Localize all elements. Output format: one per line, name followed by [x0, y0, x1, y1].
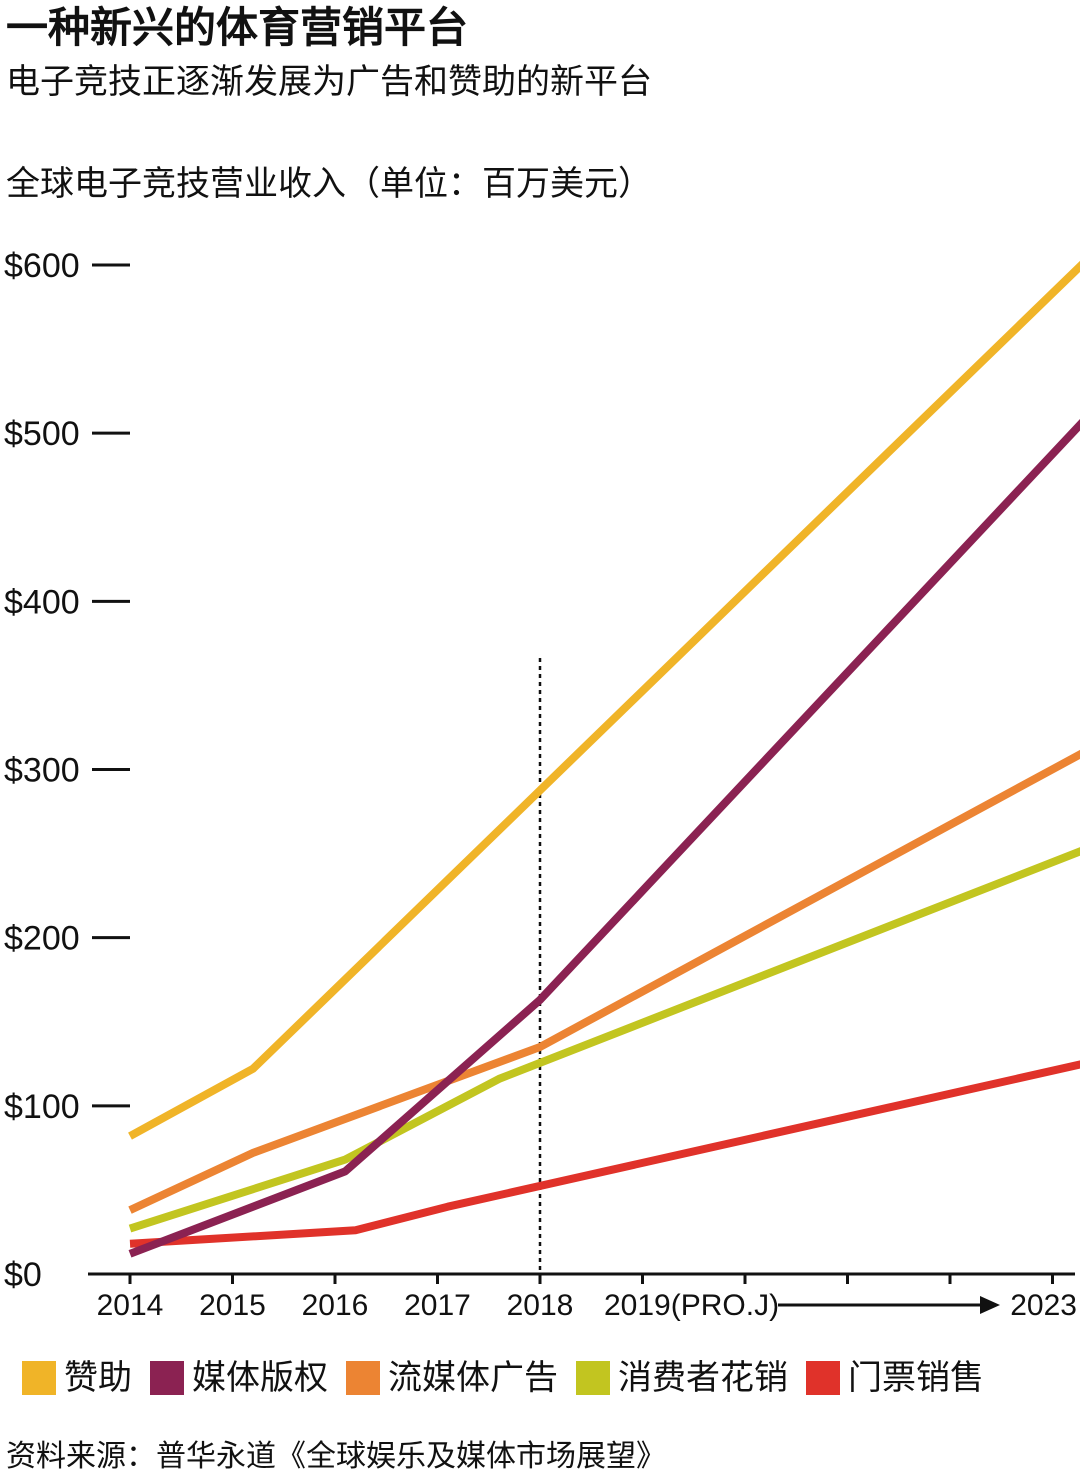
- projection-arrow-head: [980, 1296, 1000, 1314]
- legend-label: 消费者花销: [618, 1358, 788, 1398]
- y-tick-label: $200: [4, 920, 80, 958]
- series-line: [128, 418, 1080, 1258]
- y-tick-label: $100: [4, 1088, 80, 1126]
- line-chart: $0$100$200$300$400$500$600 2014 2015 2016 2…: [4, 247, 1080, 1322]
- legend-label: 赞助: [64, 1358, 132, 1398]
- y-axis-unit-label: 全球电子竞技营业收入（单位：百万美元）: [6, 164, 652, 204]
- x-tick-label: 2023: [1010, 1289, 1077, 1322]
- series-lines: [128, 260, 1080, 1258]
- legend-swatch: [346, 1361, 380, 1395]
- legend-swatch: [150, 1361, 184, 1395]
- x-tick-label: 2014: [97, 1289, 164, 1322]
- x-tick-label: 2016: [302, 1289, 369, 1322]
- y-tick-label: $500: [4, 415, 80, 453]
- y-tick-label: $600: [4, 247, 80, 285]
- legend-item-ticket-sales: 门票销售: [806, 1358, 984, 1398]
- x-tick-label: 2017: [404, 1289, 471, 1322]
- y-tick-label: $0: [4, 1256, 42, 1294]
- legend-label: 媒体版权: [192, 1358, 328, 1398]
- x-tick-label: 2015: [199, 1289, 266, 1322]
- series-line: [128, 749, 1080, 1214]
- series-line: [129, 1060, 1080, 1248]
- y-tick-label: $300: [4, 752, 80, 790]
- legend-label: 流媒体广告: [388, 1358, 558, 1398]
- legend-swatch: [806, 1361, 840, 1395]
- source-note: 资料来源：普华永道《全球娱乐及媒体市场展望》: [6, 1439, 666, 1474]
- x-axis: 2014 2015 2016 2017 2018 2019(PRO.J) 2023: [88, 658, 1077, 1322]
- legend-label: 门票销售: [848, 1358, 984, 1398]
- legend-swatch: [576, 1361, 610, 1395]
- x-tick-label: 2019(PRO.J): [604, 1289, 779, 1322]
- x-tick-label: 2018: [507, 1289, 574, 1322]
- chart-subtitle: 电子竞技正逐渐发展为广告和赞助的新平台: [6, 62, 652, 102]
- legend-item-consumer-spending: 消费者花销: [576, 1358, 788, 1398]
- y-tick-label: $400: [4, 583, 80, 621]
- legend-swatch: [22, 1361, 56, 1395]
- legend-item-media-rights: 媒体版权: [150, 1358, 328, 1398]
- y-axis: $0 $100 $200 $300 $400 $500 $600: [4, 247, 130, 1294]
- legend-item-sponsorship: 赞助: [22, 1358, 132, 1398]
- legend: 赞助 媒体版权 流媒体广告 消费者花销 门票销售: [22, 1358, 1002, 1398]
- series-line: [128, 847, 1080, 1233]
- legend-item-streaming-ads: 流媒体广告: [346, 1358, 558, 1398]
- chart-title: 一种新兴的体育营销平台: [6, 3, 469, 52]
- series-line: [128, 260, 1080, 1140]
